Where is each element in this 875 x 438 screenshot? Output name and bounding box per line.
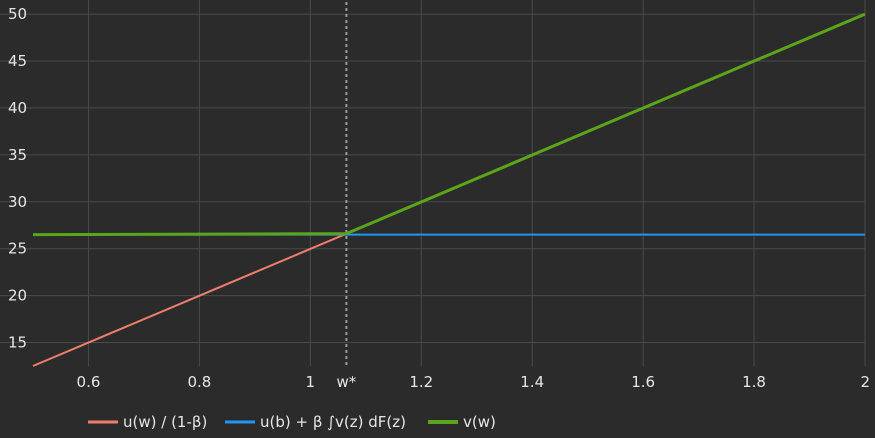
y-tick-label: 35 [8,146,27,164]
x-tick-label: 1.2 [409,373,433,391]
series-layer [32,12,866,367]
y-tick-label: 40 [8,99,27,117]
x-tick-label: 0.6 [77,373,101,391]
x-tick-label: 1 [306,373,316,391]
x-tick-label: 1.4 [520,373,544,391]
legend-label-1: u(w) / (1-β) [123,413,207,431]
y-tick-label: 45 [8,52,27,70]
x-tick-label: 0.8 [187,373,211,391]
threshold-label: w* [336,373,356,391]
y-axis-ticks: 15 20 25 30 35 40 45 50 [8,5,27,351]
legend: u(w) / (1-β) u(b) + β ∫v(z) dF(z) v(w) [88,413,496,431]
y-tick-label: 50 [8,5,27,23]
series-line-3 [32,12,866,237]
annotation-layer: w* [336,2,357,391]
x-tick-label: 1.6 [631,373,655,391]
legend-label-3: v(w) [463,413,496,431]
x-tick-label: 2 [860,373,870,391]
y-tick-label: 30 [8,193,27,211]
x-tick-label: 1.8 [742,373,766,391]
y-tick-label: 25 [8,240,27,258]
x-axis-ticks: 0.6 0.8 1 1.2 1.4 1.6 1.8 2 [77,373,870,391]
y-tick-label: 15 [8,334,27,352]
grid [0,0,866,366]
legend-label-2: u(b) + β ∫v(z) dF(z) [260,413,406,431]
series-line-1 [32,232,347,367]
y-tick-label: 20 [8,287,27,305]
